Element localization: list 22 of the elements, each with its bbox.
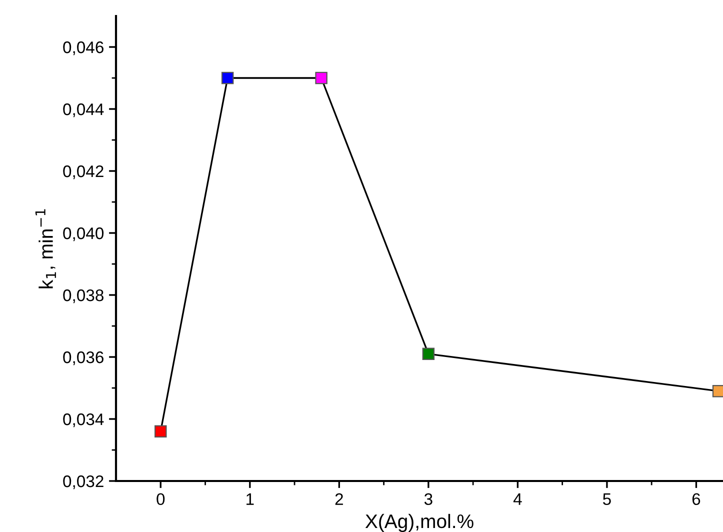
y-tick-label: 0,046 — [63, 41, 104, 56]
x-axis-title: X(Ag),mol.% — [365, 514, 474, 532]
point — [315, 72, 328, 84]
y-axis-title: k$_{1}$, min$^{−1}$ — [35, 209, 56, 288]
x-tick-label: 2 — [335, 493, 343, 505]
y-tick-label: 0,036 — [63, 351, 104, 366]
x-tick-label: 6 — [692, 493, 700, 506]
point — [221, 72, 234, 84]
y-tick-label: 0,044 — [63, 103, 104, 118]
y-tick-label: 0,038 — [63, 289, 104, 304]
x-tick-label: 1 — [246, 493, 254, 505]
point — [422, 348, 435, 360]
y-tick-label: 0,034 — [63, 413, 104, 428]
x-tick-label: 4 — [513, 493, 522, 505]
point — [712, 384, 723, 398]
y-tick-label: 0,040 — [63, 227, 104, 242]
y-tick-label: 0,032 — [63, 475, 104, 490]
y-tick-label: 0,042 — [63, 165, 104, 180]
x-tick-label: 5 — [602, 493, 611, 506]
point — [154, 425, 167, 438]
x-tick-label: 0 — [156, 493, 165, 506]
x-tick-label: 3 — [424, 493, 432, 506]
